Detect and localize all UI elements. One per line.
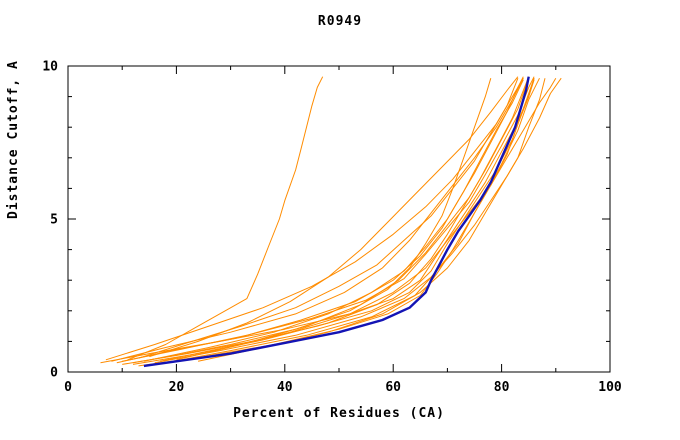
x-tick-label: 80 xyxy=(494,380,510,395)
x-tick-label: 60 xyxy=(385,380,401,395)
x-tick-label: 100 xyxy=(598,380,622,395)
y-tick-label: 10 xyxy=(42,60,58,75)
series-line-prediction-09 xyxy=(165,79,535,364)
x-tick-label: 0 xyxy=(64,380,72,395)
series-line-prediction-08 xyxy=(149,76,519,358)
x-tick-label: 40 xyxy=(277,380,293,395)
y-tick-label: 5 xyxy=(50,213,58,228)
series-line-prediction-04 xyxy=(154,77,562,364)
series-line-prediction-07-outlier xyxy=(127,76,324,361)
series-line-prediction-11 xyxy=(143,79,524,362)
x-axis-label: Percent of Residues (CA) xyxy=(233,406,445,421)
series-line-prediction-06 xyxy=(111,77,524,362)
y-tick-label: 0 xyxy=(50,366,58,381)
series-line-prediction-16 xyxy=(159,77,557,362)
series-line-prediction-15 xyxy=(132,76,530,365)
chart-title: R0949 xyxy=(317,14,363,29)
series-line-prediction-12 xyxy=(116,76,524,364)
series-line-prediction-10 xyxy=(176,78,530,361)
series-line-reference-model xyxy=(143,76,530,368)
series-line-prediction-01 xyxy=(100,78,535,364)
series-line-prediction-05 xyxy=(132,78,492,364)
series-line-prediction-02 xyxy=(122,78,535,365)
series-line-prediction-17 xyxy=(138,78,519,359)
x-tick-label: 20 xyxy=(169,380,185,395)
series-line-prediction-13 xyxy=(197,78,546,362)
series-line-prediction-18 xyxy=(122,76,535,362)
